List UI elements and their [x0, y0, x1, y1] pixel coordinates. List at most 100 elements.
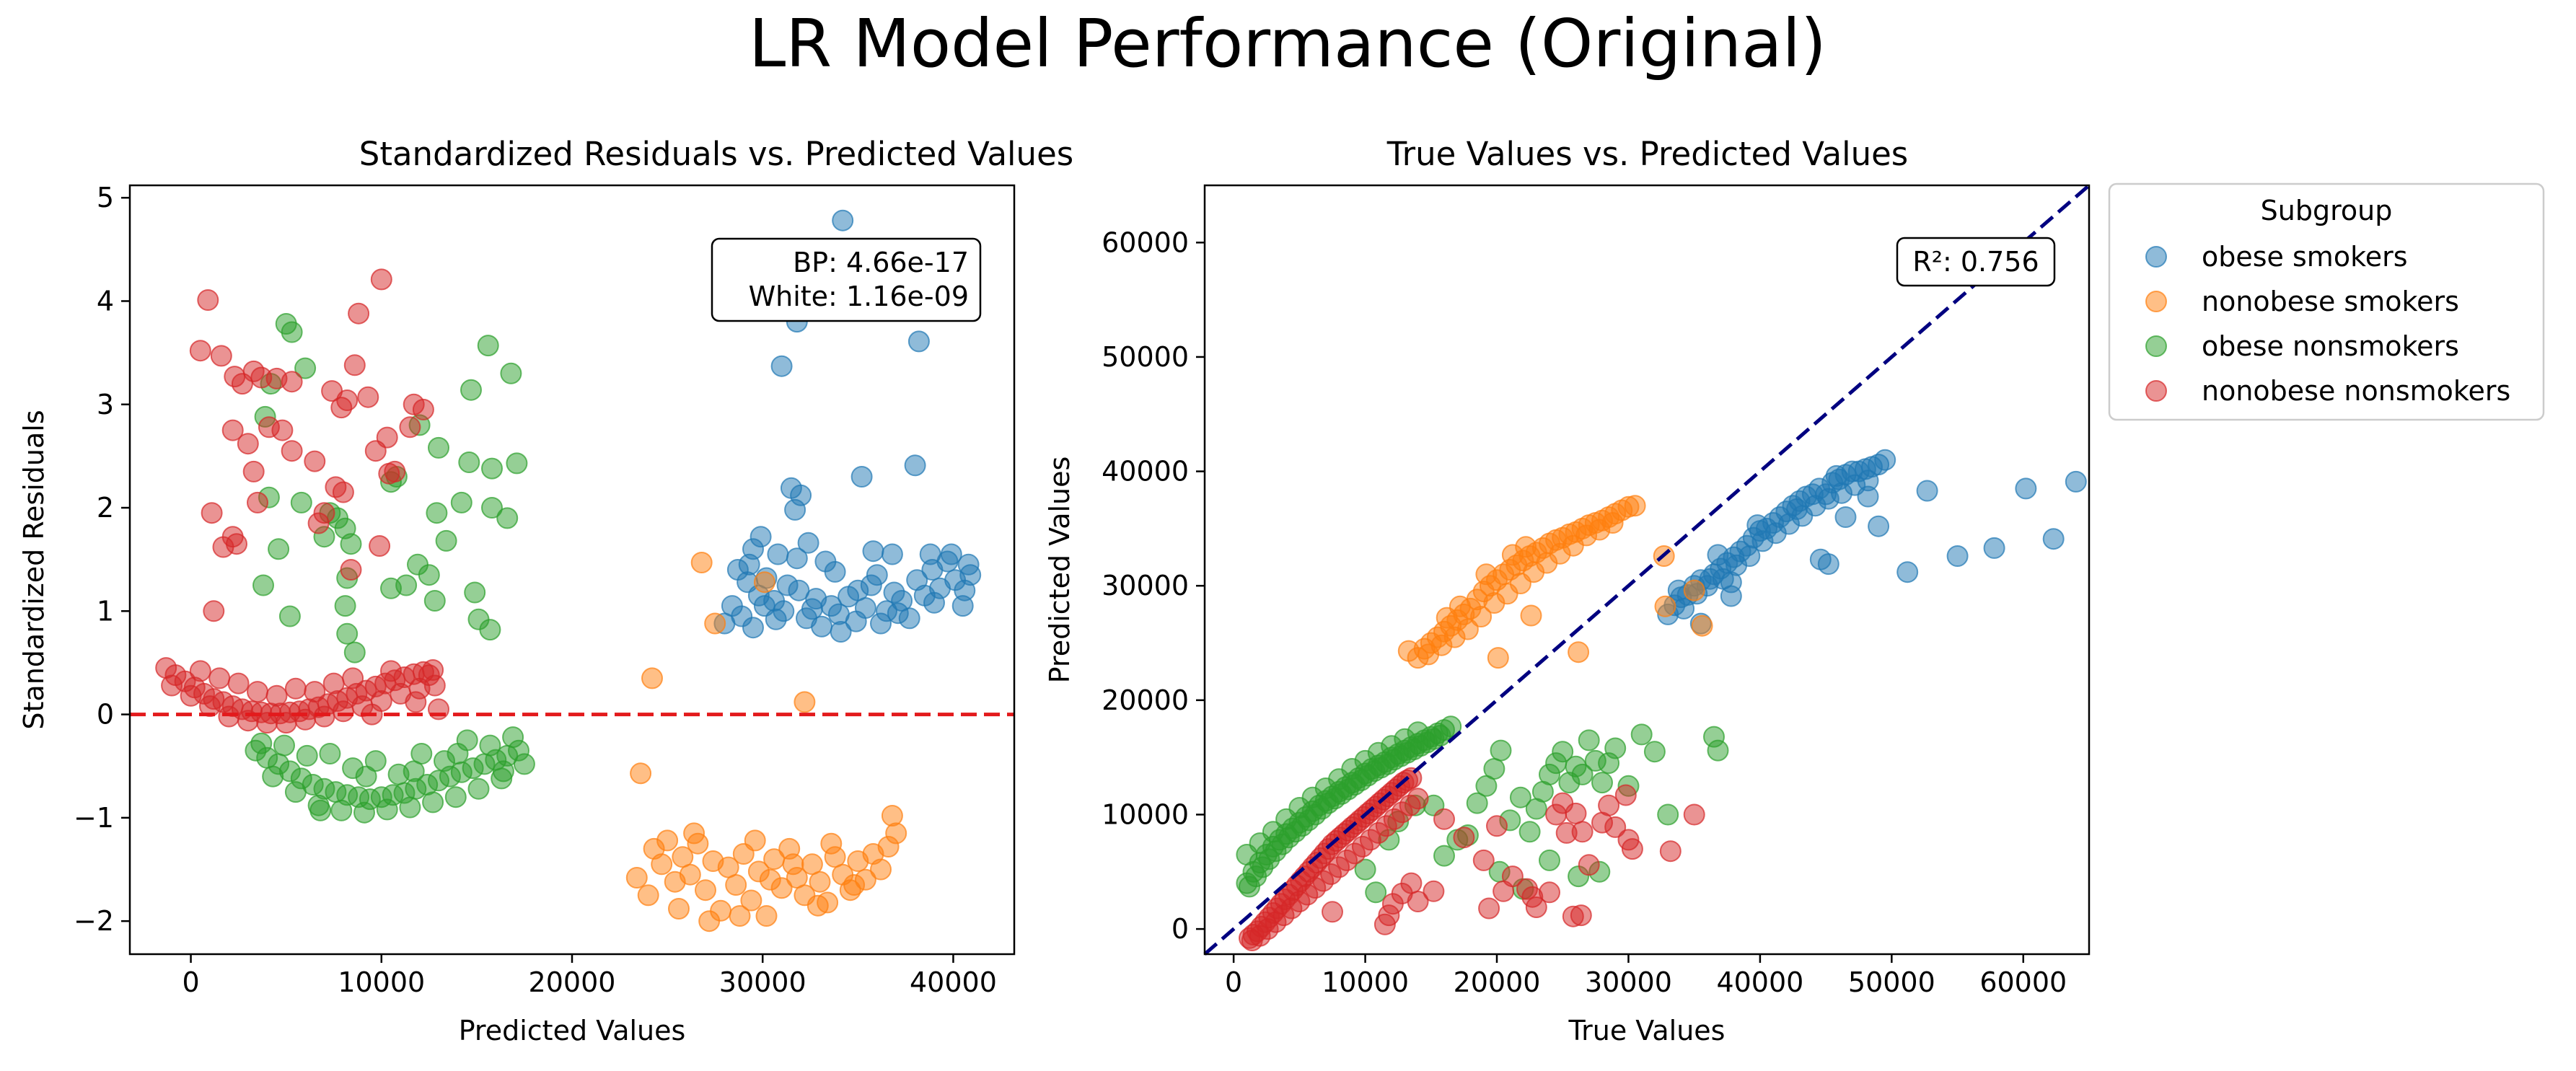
data-point — [782, 853, 804, 876]
y-tick-label: 40000 — [1102, 456, 1189, 488]
y-tick-label: 5 — [97, 182, 114, 213]
data-point — [1746, 514, 1769, 537]
data-point — [1322, 901, 1343, 923]
data-point — [369, 535, 391, 557]
data-point — [212, 536, 234, 558]
data-point — [690, 552, 713, 573]
y-tick-label: 20000 — [1102, 684, 1189, 716]
data-point — [334, 595, 356, 617]
data-point — [1916, 480, 1938, 502]
data-point — [479, 734, 501, 757]
data-point — [1400, 872, 1423, 894]
series-nonobese-nonsmokers — [155, 268, 449, 734]
data-point — [1449, 595, 1471, 617]
data-point — [641, 667, 663, 689]
data-point — [1539, 849, 1560, 871]
data-point — [224, 366, 246, 388]
data-point — [784, 498, 806, 521]
residuals-x-ticks: 0 10000 20000 30000 40000 — [182, 954, 997, 998]
x-tick-label: 30000 — [719, 966, 806, 998]
data-point — [1515, 536, 1537, 558]
data-point — [444, 786, 467, 808]
residuals-plot: Standardized Residuals vs. Predicted Val… — [18, 135, 1073, 1046]
true-vs-predicted-title: True Values vs. Predicted Values — [1386, 135, 1908, 173]
residuals-points — [155, 209, 982, 933]
data-point — [1578, 854, 1600, 876]
data-point — [1617, 829, 1640, 851]
data-point — [637, 884, 659, 907]
data-point — [1433, 808, 1455, 830]
residuals-plot-title: Standardized Residuals vs. Predicted Val… — [359, 135, 1073, 173]
data-point — [1423, 880, 1445, 902]
figure-suptitle: LR Model Performance (Original) — [749, 5, 1827, 82]
legend-marker — [2145, 246, 2167, 268]
white-stat-text: White: 1.16e-09 — [749, 281, 969, 312]
x-tick-label: 60000 — [1979, 966, 2067, 998]
data-point — [1707, 544, 1729, 566]
data-point — [881, 805, 903, 827]
y-tick-label: 30000 — [1102, 570, 1189, 601]
data-point — [1472, 849, 1495, 871]
y-tick-label: 10000 — [1102, 798, 1189, 830]
data-point — [467, 777, 490, 800]
legend-label: obese smokers — [2202, 241, 2408, 273]
data-point — [407, 553, 428, 576]
data-point — [1720, 585, 1742, 607]
data-point — [1501, 865, 1524, 888]
data-point — [332, 700, 354, 723]
y-tick-label: 4 — [97, 285, 114, 317]
data-point — [458, 451, 480, 473]
data-point — [353, 801, 375, 824]
y-tick-label: 60000 — [1102, 226, 1189, 258]
data-point — [695, 879, 716, 902]
data-point — [210, 345, 232, 367]
data-point — [513, 753, 535, 775]
true-vs-predicted-x-label: True Values — [1568, 1015, 1726, 1046]
data-point — [704, 612, 726, 635]
data-point — [199, 695, 221, 718]
data-point — [423, 590, 446, 612]
data-point — [742, 617, 764, 639]
data-point — [357, 386, 379, 408]
data-point — [294, 357, 317, 379]
data-point — [304, 681, 326, 703]
data-point — [1624, 495, 1646, 517]
data-point — [794, 691, 816, 713]
data-point — [284, 781, 307, 803]
data-point — [247, 681, 268, 703]
y-tick-label: 50000 — [1102, 341, 1189, 373]
r-squared-text: R²: 0.756 — [1912, 246, 2039, 278]
data-point — [820, 832, 843, 855]
data-point — [399, 796, 421, 819]
r-squared-box: R²: 0.756 — [1896, 237, 2056, 287]
data-point — [1983, 537, 2005, 559]
data-point — [870, 858, 892, 881]
legend: Subgroup obese smokers nonobese smokers … — [2108, 182, 2545, 421]
data-point — [1604, 816, 1627, 838]
data-point — [1470, 606, 1493, 627]
data-point — [1562, 905, 1584, 927]
data-point — [668, 898, 690, 920]
data-point — [866, 564, 888, 586]
data-point — [1691, 614, 1713, 637]
data-point — [881, 543, 903, 565]
data-point — [1874, 449, 1896, 471]
data-point — [343, 641, 366, 664]
data-point — [322, 672, 345, 695]
data-point — [278, 605, 301, 627]
data-point — [1490, 739, 1512, 762]
data-point — [237, 433, 259, 455]
data-point — [242, 460, 265, 482]
data-point — [625, 867, 648, 889]
data-point — [506, 452, 528, 475]
data-point — [435, 529, 457, 552]
data-point — [776, 574, 799, 596]
data-point — [340, 559, 362, 581]
data-point — [1354, 858, 1376, 881]
data-point — [250, 732, 273, 754]
data-point — [319, 743, 341, 764]
data-point — [770, 355, 793, 377]
data-point — [1565, 802, 1587, 824]
legend-marker — [2145, 380, 2167, 402]
